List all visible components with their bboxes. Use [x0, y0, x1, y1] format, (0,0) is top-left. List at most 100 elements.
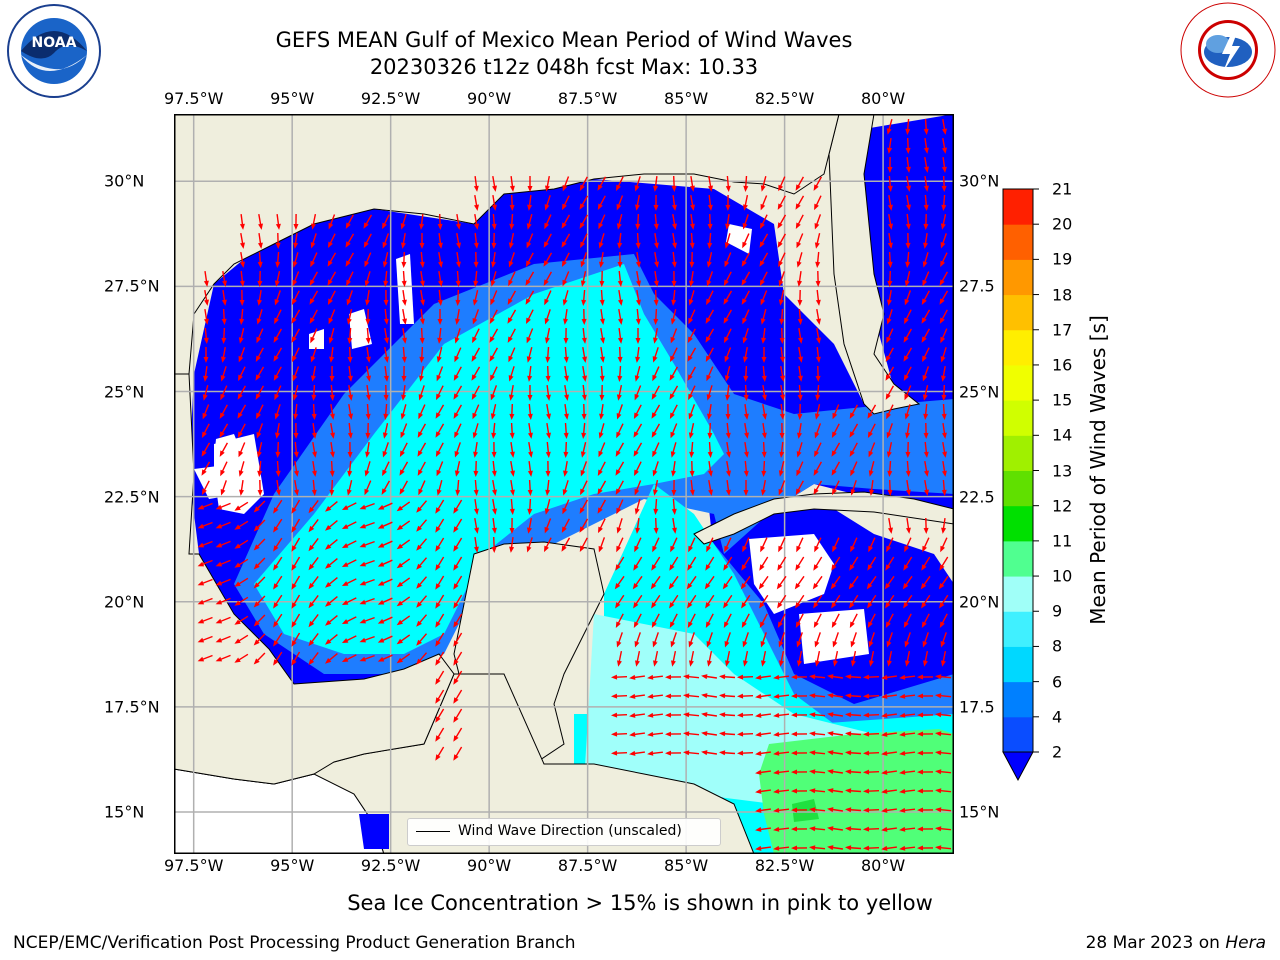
wave-arrow-head	[671, 660, 676, 667]
wave-arrow-head	[509, 394, 514, 401]
wave-arrow-head	[779, 451, 785, 458]
wave-arrow-head	[917, 674, 923, 680]
wave-arrow-head	[215, 580, 223, 586]
wave-arrow-head	[815, 356, 821, 363]
wave-arrow-head	[887, 489, 893, 496]
wave-arrow-head	[197, 656, 205, 662]
colorbar-segment	[1003, 716, 1033, 753]
wave-arrow-head	[863, 769, 870, 775]
wave-arrow-head	[418, 412, 423, 420]
wave-arrow-head	[833, 660, 838, 667]
wave-arrow-head	[273, 507, 279, 514]
wave-arrow-head	[634, 393, 640, 401]
wave-arrow-head	[743, 660, 748, 667]
wave-arrow-head	[329, 356, 335, 363]
wave-arrow-head	[809, 807, 816, 813]
wave-arrow-head	[346, 489, 352, 496]
wave-arrow-head	[939, 317, 945, 324]
wave-arrow-head	[365, 337, 371, 344]
wave-arrow-head	[652, 641, 658, 648]
wave-arrow-head	[615, 621, 621, 628]
wave-arrow-head	[544, 526, 550, 534]
wave-arrow-head	[490, 280, 496, 287]
wave-arrow-head	[401, 242, 406, 249]
wave-arrow-head	[291, 336, 297, 343]
wave-arrow-head	[509, 508, 515, 515]
wave-arrow-head	[742, 641, 748, 648]
wave-arrow-head	[579, 184, 585, 191]
wave-arrow-head	[814, 432, 820, 439]
wave-arrow-head	[561, 545, 567, 552]
wave-arrow-head	[885, 564, 891, 571]
wave-arrow-head	[599, 280, 605, 287]
wave-arrow-head	[310, 242, 316, 249]
wave-arrow-head	[815, 394, 821, 401]
wave-arrow-head	[924, 166, 929, 173]
wave-arrow-head	[253, 582, 260, 589]
wave-arrow-head	[562, 507, 568, 515]
wave-arrow-head	[197, 580, 205, 586]
wave-arrow-head	[922, 355, 927, 363]
wave-arrow-head	[797, 299, 803, 306]
wave-arrow-head	[755, 750, 762, 756]
colorbar	[1002, 188, 1039, 782]
wave-arrow-head	[705, 336, 711, 343]
wave-arrow-head	[827, 693, 834, 699]
wave-arrow-head	[778, 260, 783, 268]
wave-arrow-head	[899, 693, 906, 699]
wave-arrow-head	[453, 716, 459, 723]
wave-arrow-head	[813, 564, 819, 571]
wave-arrow-head	[634, 641, 640, 648]
wave-arrow-head	[798, 375, 803, 382]
wave-arrow-head	[905, 166, 911, 173]
wave-arrow-head	[705, 564, 711, 571]
wave-arrow-head	[881, 769, 888, 775]
wave-arrow-head	[528, 432, 533, 439]
wave-arrow-head	[527, 413, 533, 420]
wave-arrow-head	[701, 712, 708, 718]
wave-arrow-head	[922, 279, 928, 287]
wave-arrow-head	[473, 261, 479, 268]
wave-arrow-head	[905, 147, 911, 154]
wave-arrow-head	[813, 602, 819, 609]
wave-arrow-head	[435, 640, 441, 647]
wave-arrow-head	[399, 450, 405, 457]
wave-arrow-head	[921, 621, 927, 628]
wave-arrow-head	[773, 845, 780, 851]
wave-arrow-head	[382, 432, 388, 439]
wave-arrow-head	[273, 355, 279, 362]
wave-arrow-head	[917, 731, 923, 737]
wave-arrow-head	[453, 507, 459, 514]
wave-arrow-head	[849, 564, 855, 571]
wave-arrow-head	[688, 299, 694, 306]
wave-arrow-head	[719, 750, 726, 756]
wave-arrow-head	[396, 657, 403, 664]
wave-arrow-head	[274, 393, 280, 401]
wave-arrow-head	[939, 564, 945, 571]
wave-arrow-head	[923, 223, 929, 230]
wave-arrow-head	[633, 621, 639, 628]
wave-arrow-head	[665, 693, 671, 699]
wave-arrow-head	[741, 564, 747, 571]
wave-arrow-head	[881, 712, 888, 718]
wave-arrow-head	[341, 543, 349, 548]
wave-arrow-head	[309, 317, 315, 324]
wave-arrow-head	[275, 432, 280, 439]
wave-arrow-head	[850, 641, 856, 648]
wave-arrow-head	[905, 432, 910, 439]
wave-arrow-head	[671, 204, 677, 211]
wave-arrow-head	[617, 337, 623, 344]
wave-arrow-head	[510, 470, 515, 477]
wave-arrow-head	[509, 546, 515, 553]
wave-arrow-head	[777, 564, 783, 571]
wave-arrow-head	[310, 260, 315, 268]
wave-arrow-head	[561, 260, 567, 267]
wave-arrow-head	[923, 128, 929, 135]
colorbar-tick-label: 15	[1052, 390, 1073, 410]
wave-arrow-head	[849, 621, 855, 628]
wave-arrow-head	[234, 562, 241, 568]
wave-arrow-head	[654, 242, 659, 249]
wave-arrow-head	[600, 337, 605, 344]
wave-arrow-head	[359, 599, 366, 605]
wave-arrow-head	[707, 242, 713, 249]
